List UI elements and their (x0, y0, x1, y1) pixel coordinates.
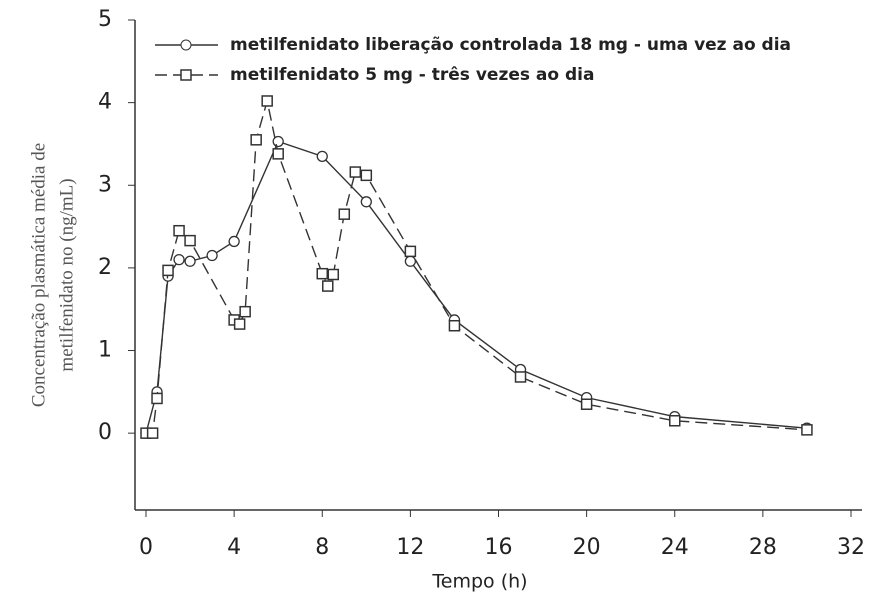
legend-marker (180, 69, 192, 81)
marker (801, 424, 813, 436)
marker (514, 371, 527, 383)
marker (448, 319, 461, 332)
marker (151, 392, 163, 405)
marker (316, 150, 328, 162)
x-tick-label: 8 (315, 535, 329, 560)
x-axis-label: Tempo (h) (431, 571, 527, 593)
x-tick-label: 28 (749, 535, 777, 560)
marker (162, 264, 174, 277)
marker (239, 305, 251, 318)
marker (272, 135, 284, 148)
marker (146, 427, 159, 439)
marker (184, 234, 196, 247)
x-tick-label: 4 (227, 535, 241, 560)
marker (233, 318, 246, 330)
marker (338, 208, 351, 220)
x-tick-label: 20 (573, 535, 601, 560)
marker (316, 267, 329, 280)
marker (360, 169, 373, 182)
marker (327, 268, 340, 281)
marker (404, 245, 417, 258)
y-tick-label: 3 (98, 172, 112, 197)
marker (228, 235, 240, 248)
x-tick-label: 16 (485, 535, 513, 560)
y-tick-label: 1 (98, 338, 112, 363)
y-axis-label: metilfenidato no (ng/mL) (56, 178, 77, 371)
marker (250, 134, 262, 146)
marker (206, 249, 218, 262)
marker (349, 166, 362, 178)
marker (322, 280, 334, 292)
marker (184, 255, 196, 267)
marker (261, 95, 273, 107)
x-tick-label: 32 (837, 535, 865, 560)
series-line (146, 100, 807, 434)
x-tick-label: 0 (139, 535, 153, 560)
y-tick-label: 2 (98, 255, 112, 280)
x-tick-label: 12 (396, 535, 424, 560)
marker (272, 148, 284, 160)
y-axis-label: Concentração plasmática média de (28, 143, 49, 407)
marker (173, 253, 185, 266)
legend-label: metilfenidato liberação controlada 18 mg… (230, 35, 791, 55)
series-line (145, 140, 807, 434)
marker (360, 196, 372, 208)
legend-label: metilfenidato 5 mg - três vezes ao dia (230, 65, 594, 85)
y-tick-label: 0 (98, 420, 112, 445)
y-tick-label: 5 (98, 7, 112, 32)
marker (404, 255, 417, 267)
x-tick-label: 24 (661, 535, 689, 560)
marker (580, 398, 593, 410)
marker (668, 415, 681, 427)
legend-marker (180, 39, 192, 51)
marker (173, 224, 185, 237)
y-tick-label: 4 (98, 90, 112, 115)
